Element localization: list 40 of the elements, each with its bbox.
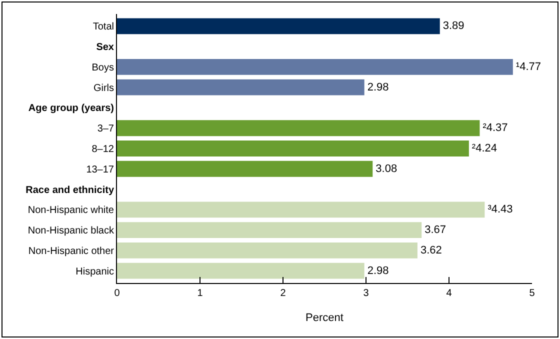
- bar: [117, 140, 469, 156]
- bar: [117, 160, 373, 177]
- y-tick-label: Age group (years): [28, 103, 114, 114]
- data-label: ³4.43: [488, 204, 513, 216]
- bar: [117, 202, 485, 218]
- bar: [117, 59, 513, 75]
- y-tick-label: 8–12: [92, 144, 114, 155]
- y-tick-label: Girls: [93, 82, 114, 94]
- x-tick-label: 4: [446, 288, 452, 299]
- data-label: ¹4.77: [516, 60, 541, 73]
- y-tick-label: Non-Hispanic white: [28, 205, 114, 216]
- x-tick-label: 0: [114, 288, 120, 299]
- bar: [117, 79, 364, 96]
- y-tick-label: 3–7: [97, 124, 114, 135]
- y-tick-label: Non-Hispanic other: [28, 246, 115, 257]
- y-tick-label: Hispanic: [76, 266, 114, 278]
- x-tick-label: 3: [363, 288, 370, 299]
- data-label: ²4.24: [472, 142, 497, 154]
- y-tick-label: Boys: [92, 62, 114, 74]
- data-label: 3.89: [442, 20, 464, 32]
- x-tick-label: 1: [197, 288, 204, 299]
- data-label: 3.67: [424, 224, 446, 236]
- data-label: 3.62: [420, 244, 442, 256]
- bar: [117, 222, 422, 238]
- x-tick-label: 5: [529, 288, 536, 299]
- bar: [117, 120, 480, 136]
- y-tick-label: Sex: [96, 42, 114, 54]
- y-tick-label: Race and ethnicity: [26, 184, 114, 196]
- y-tick-label: Total: [92, 22, 114, 33]
- data-label: ²4.37: [482, 122, 508, 134]
- bar: [117, 18, 440, 34]
- y-tick-label: 13–17: [86, 164, 114, 176]
- data-label: 2.98: [367, 264, 389, 277]
- bar: [117, 262, 364, 279]
- data-label: 2.98: [367, 81, 389, 94]
- y-tick-label: Non-Hispanic black: [28, 226, 115, 237]
- x-tick-label: 2: [280, 288, 286, 299]
- x-axis-title: Percent: [306, 312, 344, 324]
- bar: [117, 242, 418, 258]
- data-label: 3.08: [376, 162, 398, 175]
